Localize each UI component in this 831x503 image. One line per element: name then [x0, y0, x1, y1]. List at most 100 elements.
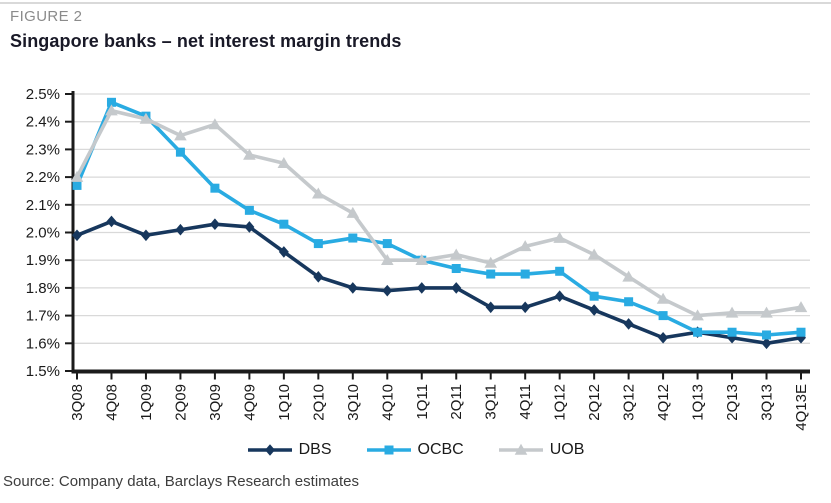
marker-uob — [484, 256, 498, 268]
series-line-ocbc — [75, 100, 803, 337]
x-axis-label: 1Q13 — [690, 384, 707, 421]
panel-top-rule — [0, 2, 831, 4]
marker-uob — [208, 118, 222, 130]
x-axis-label: 4Q08 — [103, 384, 120, 421]
legend-item-dbs: DBS — [247, 441, 332, 459]
figure-label: FIGURE 2 — [10, 8, 83, 25]
marker-dbs — [72, 229, 82, 242]
legend-label-dbs: DBS — [298, 441, 332, 458]
marker-ocbc — [693, 327, 703, 337]
marker-uob — [70, 170, 84, 182]
marker-ocbc — [313, 239, 323, 249]
marker-dbs — [209, 218, 220, 230]
x-axis-label: 3Q09 — [207, 384, 224, 421]
marker-ocbc — [210, 183, 220, 193]
series-line-dbs — [75, 219, 803, 346]
marker-uob — [760, 306, 773, 318]
series-ocbc — [72, 97, 806, 340]
x-axis-label: 2Q09 — [172, 384, 189, 421]
marker-uob — [174, 129, 187, 141]
x-axis-label: 4Q10 — [379, 384, 396, 421]
marker-uob — [587, 248, 601, 260]
marker-uob — [380, 254, 394, 265]
x-axis-label: 4Q13E — [793, 384, 810, 431]
series-line-uob — [75, 108, 803, 318]
marker-dbs — [658, 331, 669, 344]
x-axis-label: 1Q10 — [276, 384, 293, 421]
x-axis-label: 2Q10 — [310, 384, 327, 421]
legend-swatch-dbs — [247, 444, 292, 456]
marker-dbs — [416, 282, 427, 294]
x-axis-label: 3Q10 — [345, 384, 362, 421]
marker-dbs — [106, 215, 117, 228]
marker-dbs — [761, 337, 772, 350]
legend-marker-ocbc — [384, 445, 393, 455]
legend-marker-dbs — [264, 444, 275, 456]
marker-uob — [553, 231, 566, 243]
y-axis-label: 2.2% — [26, 169, 60, 186]
marker-dbs — [485, 301, 496, 314]
marker-uob — [691, 309, 704, 321]
marker-ocbc — [727, 327, 737, 337]
x-axis-label: 3Q13 — [759, 384, 776, 421]
x-axis-label: 1Q11 — [414, 384, 431, 420]
x-axis-label: 1Q12 — [552, 384, 569, 421]
x-axis-label: 4Q11 — [517, 384, 534, 420]
x-axis-label: 3Q11 — [483, 384, 500, 420]
marker-dbs — [382, 284, 393, 297]
marker-ocbc — [72, 180, 82, 190]
marker-ocbc — [175, 147, 185, 157]
marker-uob — [139, 112, 153, 124]
marker-ocbc — [348, 233, 358, 243]
marker-uob — [449, 248, 463, 260]
y-axis-label: 2.1% — [26, 197, 60, 214]
marker-ocbc — [244, 205, 254, 215]
marker-ocbc — [796, 327, 806, 337]
marker-uob — [725, 306, 739, 318]
marker-ocbc — [279, 219, 289, 229]
marker-dbs — [727, 331, 738, 344]
y-axis-label: 1.9% — [26, 252, 60, 269]
marker-ocbc — [382, 239, 392, 249]
marker-dbs — [175, 223, 186, 236]
x-axis-label: 4Q09 — [241, 384, 258, 421]
marker-dbs — [589, 304, 600, 316]
legend-marker-uob — [514, 443, 528, 455]
y-axis-label: 2.0% — [26, 225, 60, 242]
y-axis-label: 2.5% — [26, 86, 60, 103]
y-axis-label: 2.4% — [26, 114, 60, 131]
marker-ocbc — [658, 311, 668, 321]
marker-uob — [656, 292, 670, 304]
x-axis-label: 2Q12 — [586, 384, 603, 421]
marker-dbs — [244, 221, 255, 233]
marker-ocbc — [555, 266, 565, 276]
x-axis-label: 1Q09 — [138, 384, 155, 421]
y-axis-label: 1.6% — [26, 335, 60, 352]
y-axis-label: 1.7% — [26, 308, 60, 325]
marker-ocbc — [451, 264, 461, 274]
x-axis-label: 3Q12 — [621, 384, 638, 421]
x-axis-label: 4Q12 — [655, 384, 672, 421]
marker-dbs — [623, 318, 634, 330]
marker-uob — [312, 187, 325, 199]
marker-ocbc — [106, 97, 116, 107]
x-axis-label: 3Q08 — [69, 384, 86, 421]
marker-ocbc — [589, 291, 599, 301]
marker-dbs — [313, 271, 324, 283]
marker-uob — [794, 301, 808, 313]
legend-item-ocbc: OCBC — [366, 441, 464, 459]
series-uob — [70, 104, 808, 321]
figure-title: Singapore banks – net interest margin tr… — [10, 31, 402, 51]
chart-legend: DBS OCBC UOB — [0, 438, 831, 462]
x-axis-label: 2Q13 — [724, 384, 741, 421]
marker-dbs — [796, 331, 806, 344]
marker-uob — [243, 148, 256, 160]
marker-dbs — [347, 282, 358, 294]
marker-uob — [105, 104, 118, 116]
marker-uob — [415, 254, 429, 265]
nim-line-chart: 2.5% 2.4% 2.3% 2.2% 2.1% 2.0% 1.9% 1.8% 1.7% 1.6%… — [26, 86, 810, 431]
y-axis-label: 2.3% — [26, 141, 60, 158]
legend-swatch-uob — [498, 443, 543, 455]
source-note: Source: Company data, Barclays Research … — [3, 473, 359, 490]
marker-uob — [346, 206, 360, 218]
